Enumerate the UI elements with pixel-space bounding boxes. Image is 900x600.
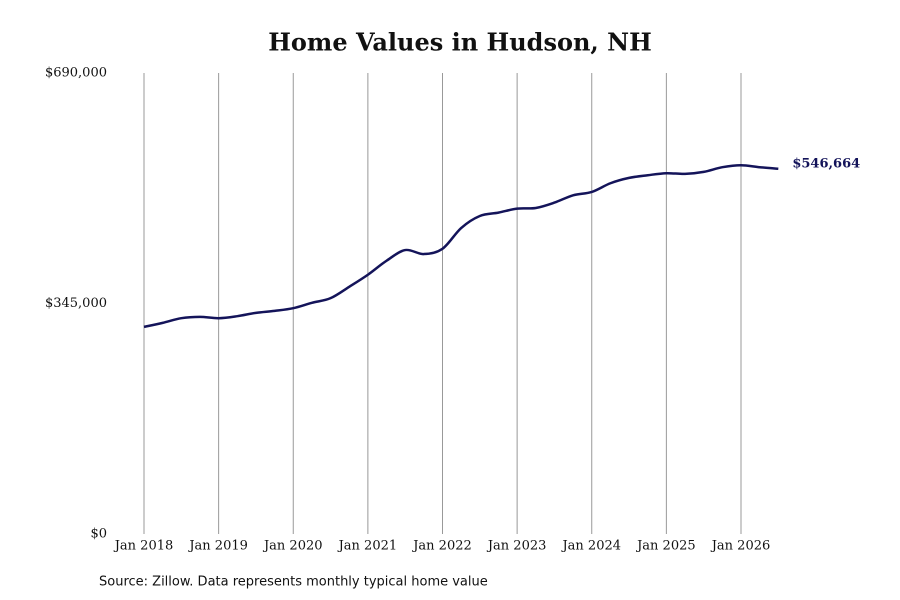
x-tick-label: Jan 2021 bbox=[337, 539, 398, 554]
y-tick-label: $345,000 bbox=[45, 296, 107, 311]
y-tick-label: $690,000 bbox=[45, 66, 107, 81]
x-tick-label: Jan 2025 bbox=[635, 539, 696, 554]
source-note: Source: Zillow. Data represents monthly … bbox=[99, 575, 488, 590]
x-tick-label: Jan 2019 bbox=[187, 539, 248, 554]
y-tick-label: $0 bbox=[90, 527, 107, 542]
x-tick-label: Jan 2026 bbox=[710, 539, 771, 554]
x-tick-label: Jan 2022 bbox=[411, 539, 472, 554]
value-label: $546,664 bbox=[792, 156, 860, 171]
series-line bbox=[143, 163, 779, 329]
x-tick-label: Jan 2020 bbox=[262, 539, 323, 554]
x-tick-label: Jan 2018 bbox=[113, 539, 174, 554]
x-tick-label: Jan 2023 bbox=[486, 539, 547, 554]
x-tick-label: Jan 2024 bbox=[560, 539, 621, 554]
chart-title: Home Values in Hudson, NH bbox=[268, 28, 652, 57]
